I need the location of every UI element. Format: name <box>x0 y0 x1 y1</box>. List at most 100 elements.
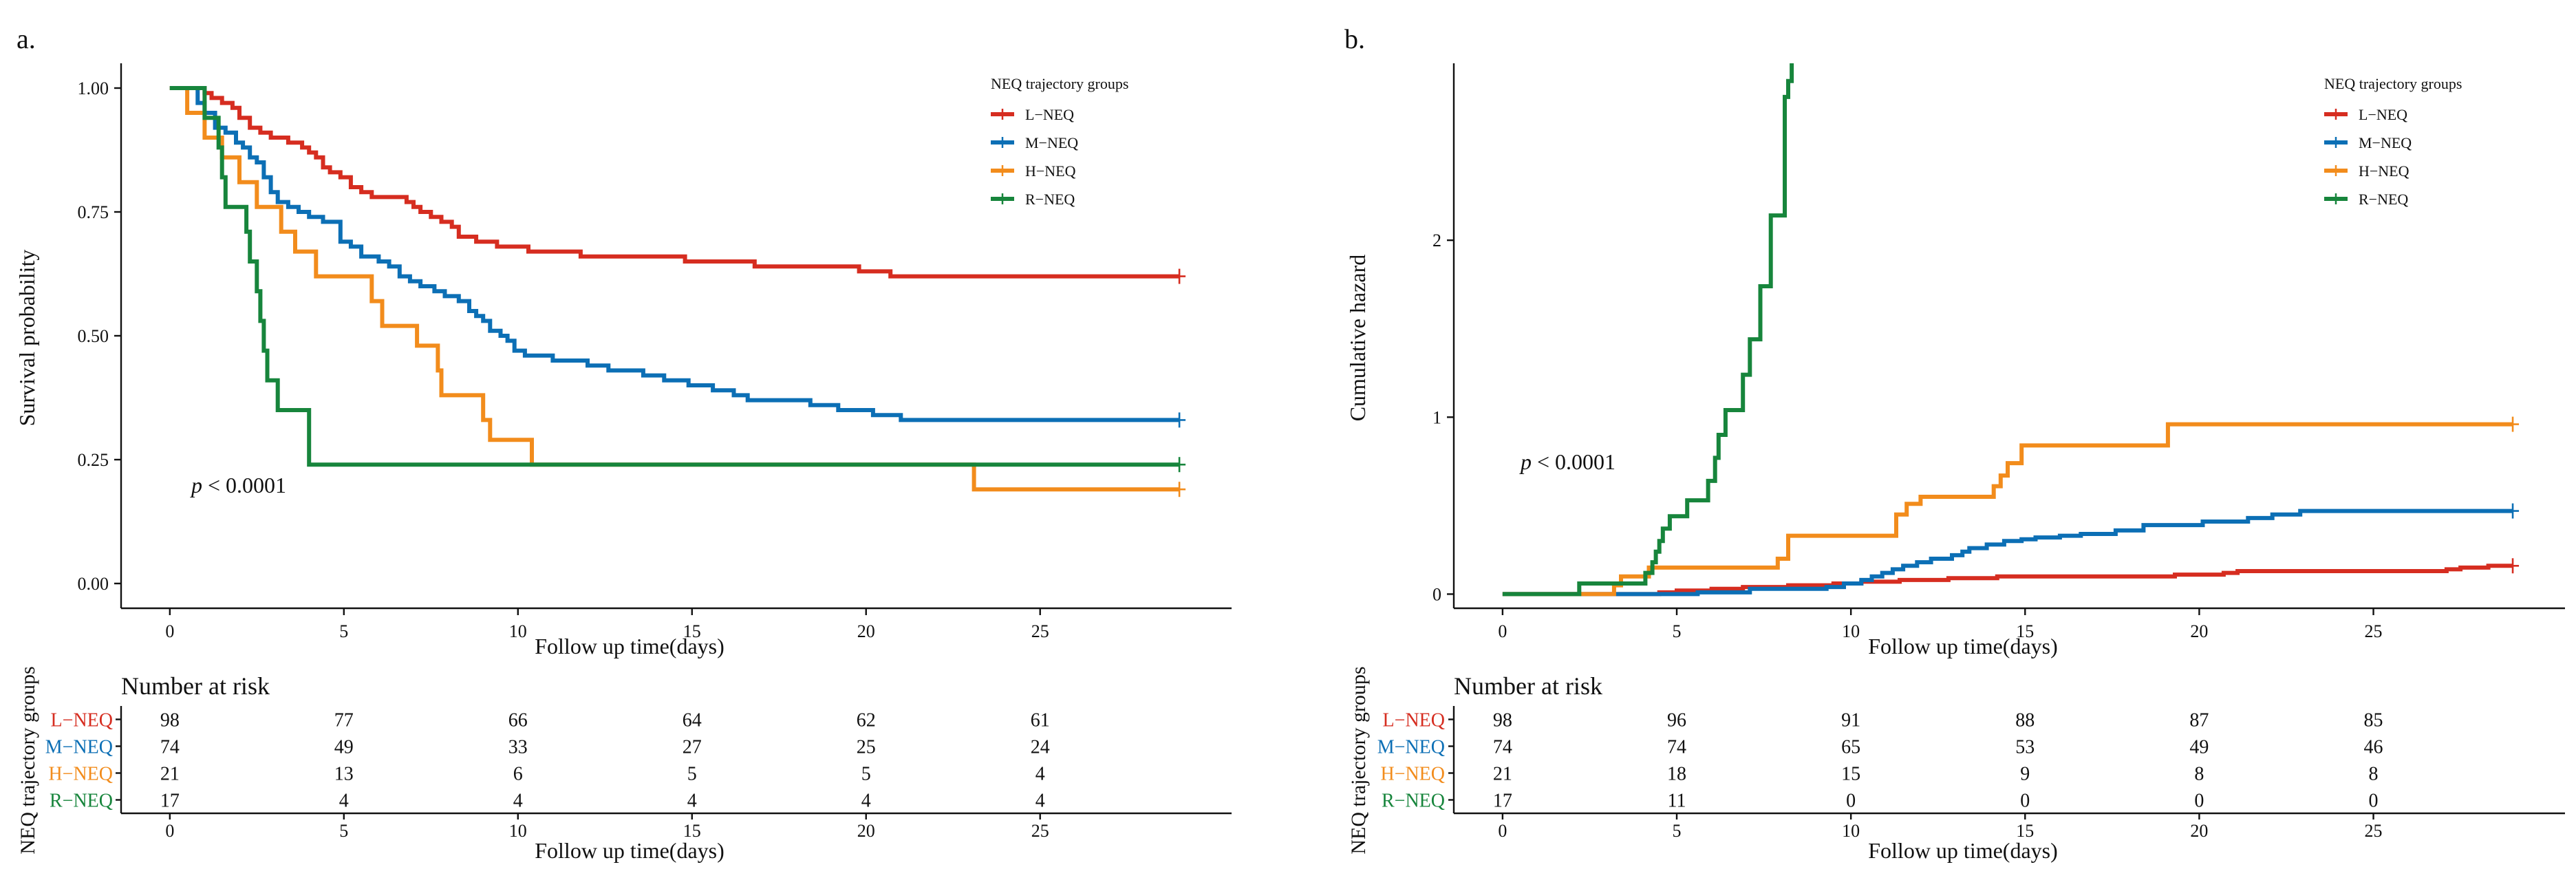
risk-cell: 21 <box>1493 764 1512 785</box>
panel-a-legend: L−NEQ M−NEQ H−NEQ R−NEQ <box>991 106 1078 208</box>
risk-cell: 21 <box>160 764 180 785</box>
risk-cell: 4 <box>861 791 871 812</box>
risk-cell: 74 <box>1667 737 1686 758</box>
x-tick-label: 0 <box>165 621 174 641</box>
y-tick-label: 0.50 <box>78 326 109 346</box>
panel-b-xlabel: Follow up time(days) <box>1868 634 2058 658</box>
risk-cell: 53 <box>2015 737 2035 758</box>
y-tick-label: 1.00 <box>78 78 109 98</box>
risk-cell: 49 <box>334 737 354 758</box>
panel-b-pvalue-p: p <box>1519 449 1532 474</box>
risk-x-tick-label: 10 <box>509 821 527 841</box>
risk-row-label: M−NEQ <box>45 737 113 758</box>
panel-a-ylabel: Survival probability <box>14 250 39 427</box>
risk-table-b-title: Number at risk <box>1454 672 1602 700</box>
panel-b-label: b. <box>1344 23 1365 54</box>
risk-x-tick-label: 20 <box>2190 821 2208 841</box>
panel-a-legend-title: NEQ trajectory groups <box>991 75 1128 92</box>
risk-table-b-ylabel: NEQ trajectory groups <box>1347 666 1370 854</box>
x-tick-label: 15 <box>683 621 701 641</box>
risk-cell: 49 <box>2189 737 2209 758</box>
risk-table-a-xlabel: Follow up time(days) <box>535 838 724 863</box>
x-tick-label: 15 <box>2016 621 2034 641</box>
legend-label-hneq: H−NEQ <box>1025 162 1076 180</box>
risk-row-label: H−NEQ <box>48 764 113 785</box>
legend-label-lneq: L−NEQ <box>1025 106 1074 123</box>
y-tick-label: 1 <box>1432 407 1441 427</box>
risk-cell: 4 <box>687 791 697 812</box>
risk-table-b: L−NEQ 98 96 91 88 87 85M−NEQ 74 74 65 53 49 46H−NEQ 2… <box>1377 706 2565 841</box>
risk-cell: 8 <box>2194 764 2204 785</box>
panel-b-legend-title: NEQ trajectory groups <box>2324 75 2462 92</box>
risk-cell: 74 <box>160 737 180 758</box>
risk-cell: 27 <box>683 737 702 758</box>
legend-label-mneq: M−NEQ <box>2359 134 2412 151</box>
risk-x-tick-label: 25 <box>2365 821 2383 841</box>
panel-b-ylabel: Cumulative hazard <box>1345 255 1370 422</box>
series-line-mneq <box>1502 508 2513 597</box>
risk-cell: 17 <box>1493 791 1512 812</box>
panel-b-pvalue-text: < 0.0001 <box>1532 449 1616 474</box>
panel-a-pvalue-p: p <box>190 473 202 497</box>
risk-cell: 88 <box>2015 710 2035 731</box>
legend-label-hneq: H−NEQ <box>2359 162 2409 180</box>
risk-cell: 66 <box>508 710 528 731</box>
risk-cell: 64 <box>683 710 702 731</box>
risk-cell: 5 <box>687 764 697 785</box>
panel-a-xlabel: Follow up time(days) <box>535 634 724 658</box>
risk-cell: 87 <box>2189 710 2209 731</box>
series-line-rneq <box>1502 63 1794 597</box>
panel-a-label: a. <box>17 23 36 54</box>
risk-cell: 98 <box>160 710 180 731</box>
risk-cell: 4 <box>339 791 349 812</box>
legend-label-rneq: R−NEQ <box>2359 191 2408 208</box>
risk-cell: 85 <box>2364 710 2383 731</box>
legend-label-rneq: R−NEQ <box>1025 191 1075 208</box>
y-tick-label: 0.00 <box>78 574 109 594</box>
risk-cell: 33 <box>508 737 528 758</box>
panel-b-plot: 0 5 10 15 20 25 0 1 2 <box>1432 63 2565 641</box>
risk-x-tick-label: 10 <box>1842 821 1860 841</box>
risk-row-label: L−NEQ <box>1383 710 1445 731</box>
risk-cell: 0 <box>2194 791 2204 812</box>
series-group <box>169 86 1186 497</box>
risk-cell: 74 <box>1493 737 1512 758</box>
risk-cell: 8 <box>2369 764 2379 785</box>
risk-x-tick-label: 20 <box>857 821 875 841</box>
risk-table-a-ylabel: NEQ trajectory groups <box>17 666 39 854</box>
risk-row-label: R−NEQ <box>50 791 113 812</box>
risk-row-label: H−NEQ <box>1380 764 1445 785</box>
panel-b-pvalue: p < 0.0001 <box>1519 449 1616 474</box>
series-line-hneq <box>1502 422 2513 597</box>
risk-cell: 17 <box>160 791 180 812</box>
risk-x-tick-label: 25 <box>1031 821 1049 841</box>
risk-cell: 6 <box>513 764 523 785</box>
risk-cell: 0 <box>2020 791 2030 812</box>
risk-cell: 0 <box>1846 791 1856 812</box>
risk-row-label: L−NEQ <box>51 710 113 731</box>
x-tick-label: 25 <box>1031 621 1049 641</box>
risk-cell: 4 <box>1035 764 1045 785</box>
risk-cell: 13 <box>334 764 354 785</box>
risk-row-label: M−NEQ <box>1377 737 1445 758</box>
x-tick-label: 20 <box>2190 621 2208 641</box>
x-tick-label: 25 <box>2365 621 2383 641</box>
x-tick-label: 10 <box>509 621 527 641</box>
series-line-mneq <box>169 86 1180 422</box>
legend-label-mneq: M−NEQ <box>1025 134 1078 151</box>
y-tick-label: 0 <box>1432 584 1441 604</box>
risk-cell: 46 <box>2364 737 2383 758</box>
risk-x-tick-label: 15 <box>683 821 701 841</box>
risk-x-tick-label: 0 <box>1498 821 1507 841</box>
series-group <box>1502 63 2520 597</box>
risk-cell: 77 <box>334 710 354 731</box>
risk-cell: 25 <box>857 737 876 758</box>
risk-table-a: L−NEQ 98 77 66 64 62 61M−NEQ 74 49 33 27 25 24H−NEQ 2… <box>45 706 1232 841</box>
risk-cell: 62 <box>857 710 876 731</box>
panel-a-pvalue-text: < 0.0001 <box>202 473 286 497</box>
y-tick-label: 2 <box>1432 231 1441 250</box>
risk-cell: 4 <box>513 791 523 812</box>
risk-cell: 24 <box>1031 737 1050 758</box>
x-tick-label: 0 <box>1498 621 1507 641</box>
